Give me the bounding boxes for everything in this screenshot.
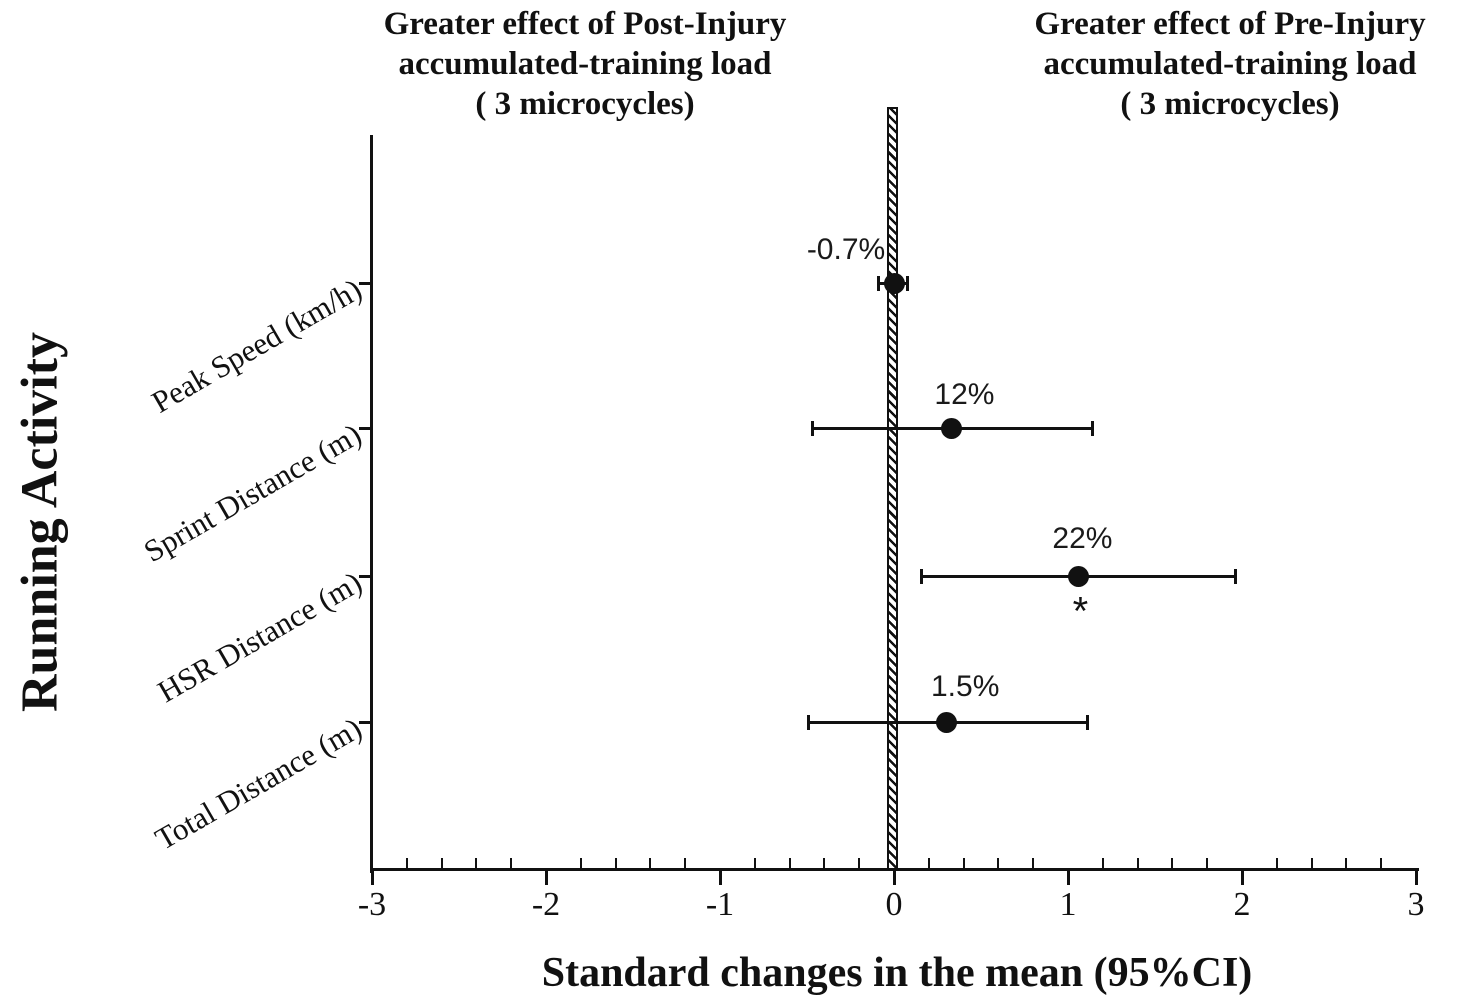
- x-axis-minor-tick: [1380, 858, 1383, 868]
- x-axis-tick-label: 1: [1059, 886, 1077, 923]
- x-axis-major-tick: [370, 871, 374, 885]
- x-axis-minor-tick: [1032, 858, 1035, 868]
- right-region-header: Greater effect of Pre-Injury accumulated…: [1034, 6, 1426, 122]
- x-axis-minor-tick: [440, 858, 443, 868]
- x-axis-minor-tick: [1275, 858, 1278, 868]
- x-axis-major-tick: [718, 871, 722, 885]
- x-axis-minor-tick: [649, 858, 652, 868]
- y-category-label: Total Distance (m): [149, 710, 368, 857]
- left-region-header: Greater effect of Post-Injury accumulate…: [383, 6, 787, 122]
- ci-cap-left: [876, 275, 880, 291]
- zero-reference-bar: [887, 107, 898, 870]
- significance-marker: *: [1072, 589, 1089, 634]
- x-axis-minor-tick: [475, 858, 478, 868]
- x-axis-title: Standard changes in the mean (95%CI): [541, 950, 1253, 996]
- x-axis-minor-tick: [1310, 858, 1313, 868]
- y-axis-title: Running Activity: [11, 332, 69, 712]
- x-axis-minor-tick: [510, 858, 513, 868]
- mean-point: [1067, 565, 1089, 587]
- x-axis-tick-label: 0: [885, 886, 903, 923]
- ci-cap-right: [906, 275, 910, 291]
- ci-cap-left: [810, 420, 814, 436]
- ci-cap-right: [1090, 420, 1094, 436]
- value-label: 12%: [934, 378, 995, 411]
- ci-cap-right: [1233, 568, 1237, 584]
- ci-cap-left: [807, 714, 811, 730]
- mean-point: [935, 711, 957, 733]
- x-axis-minor-tick: [788, 858, 791, 868]
- x-axis-major-tick: [892, 871, 896, 885]
- value-label: 1.5%: [930, 670, 1000, 703]
- y-category-label: Peak Speed (km/h): [145, 271, 368, 420]
- x-axis-minor-tick: [684, 858, 687, 868]
- value-label: -0.7%: [806, 233, 886, 266]
- x-axis-minor-tick: [405, 858, 408, 868]
- x-axis-tick-label: -2: [531, 886, 561, 923]
- x-axis-tick-label: 3: [1407, 886, 1425, 923]
- ci-cap-left: [920, 568, 924, 584]
- x-axis-minor-tick: [858, 858, 861, 868]
- x-axis-minor-tick: [1136, 858, 1139, 868]
- ci-cap-right: [1085, 714, 1089, 730]
- x-axis-tick-label: 2: [1233, 886, 1251, 923]
- y-category-label: Sprint Distance (m): [138, 416, 368, 569]
- x-axis-minor-tick: [579, 858, 582, 868]
- y-axis-tick: [359, 426, 371, 430]
- x-axis-major-tick: [1066, 871, 1070, 885]
- mean-point: [883, 272, 905, 294]
- x-axis-tick-label: -1: [705, 886, 735, 923]
- x-axis-minor-tick: [927, 858, 930, 868]
- y-axis-tick: [359, 574, 371, 578]
- y-axis-tick: [359, 281, 371, 285]
- value-label: 22%: [1052, 522, 1113, 555]
- x-axis-major-tick: [1414, 871, 1418, 885]
- x-axis-minor-tick: [1345, 858, 1348, 868]
- x-axis-minor-tick: [1206, 858, 1209, 868]
- y-axis-tick: [359, 720, 371, 724]
- x-axis-major-tick: [1240, 871, 1244, 885]
- x-axis-minor-tick: [1101, 858, 1104, 868]
- x-axis-minor-tick: [1171, 858, 1174, 868]
- y-axis-line: [370, 135, 373, 873]
- x-axis-minor-tick: [997, 858, 1000, 868]
- x-axis-minor-tick: [962, 858, 965, 868]
- x-axis-minor-tick: [614, 858, 617, 868]
- y-category-label: HSR Distance (m): [151, 564, 368, 710]
- x-axis-major-tick: [544, 871, 548, 885]
- x-axis-tick-label: -3: [357, 886, 387, 923]
- x-axis-minor-tick: [823, 858, 826, 868]
- x-axis-minor-tick: [753, 858, 756, 868]
- mean-point: [940, 417, 962, 439]
